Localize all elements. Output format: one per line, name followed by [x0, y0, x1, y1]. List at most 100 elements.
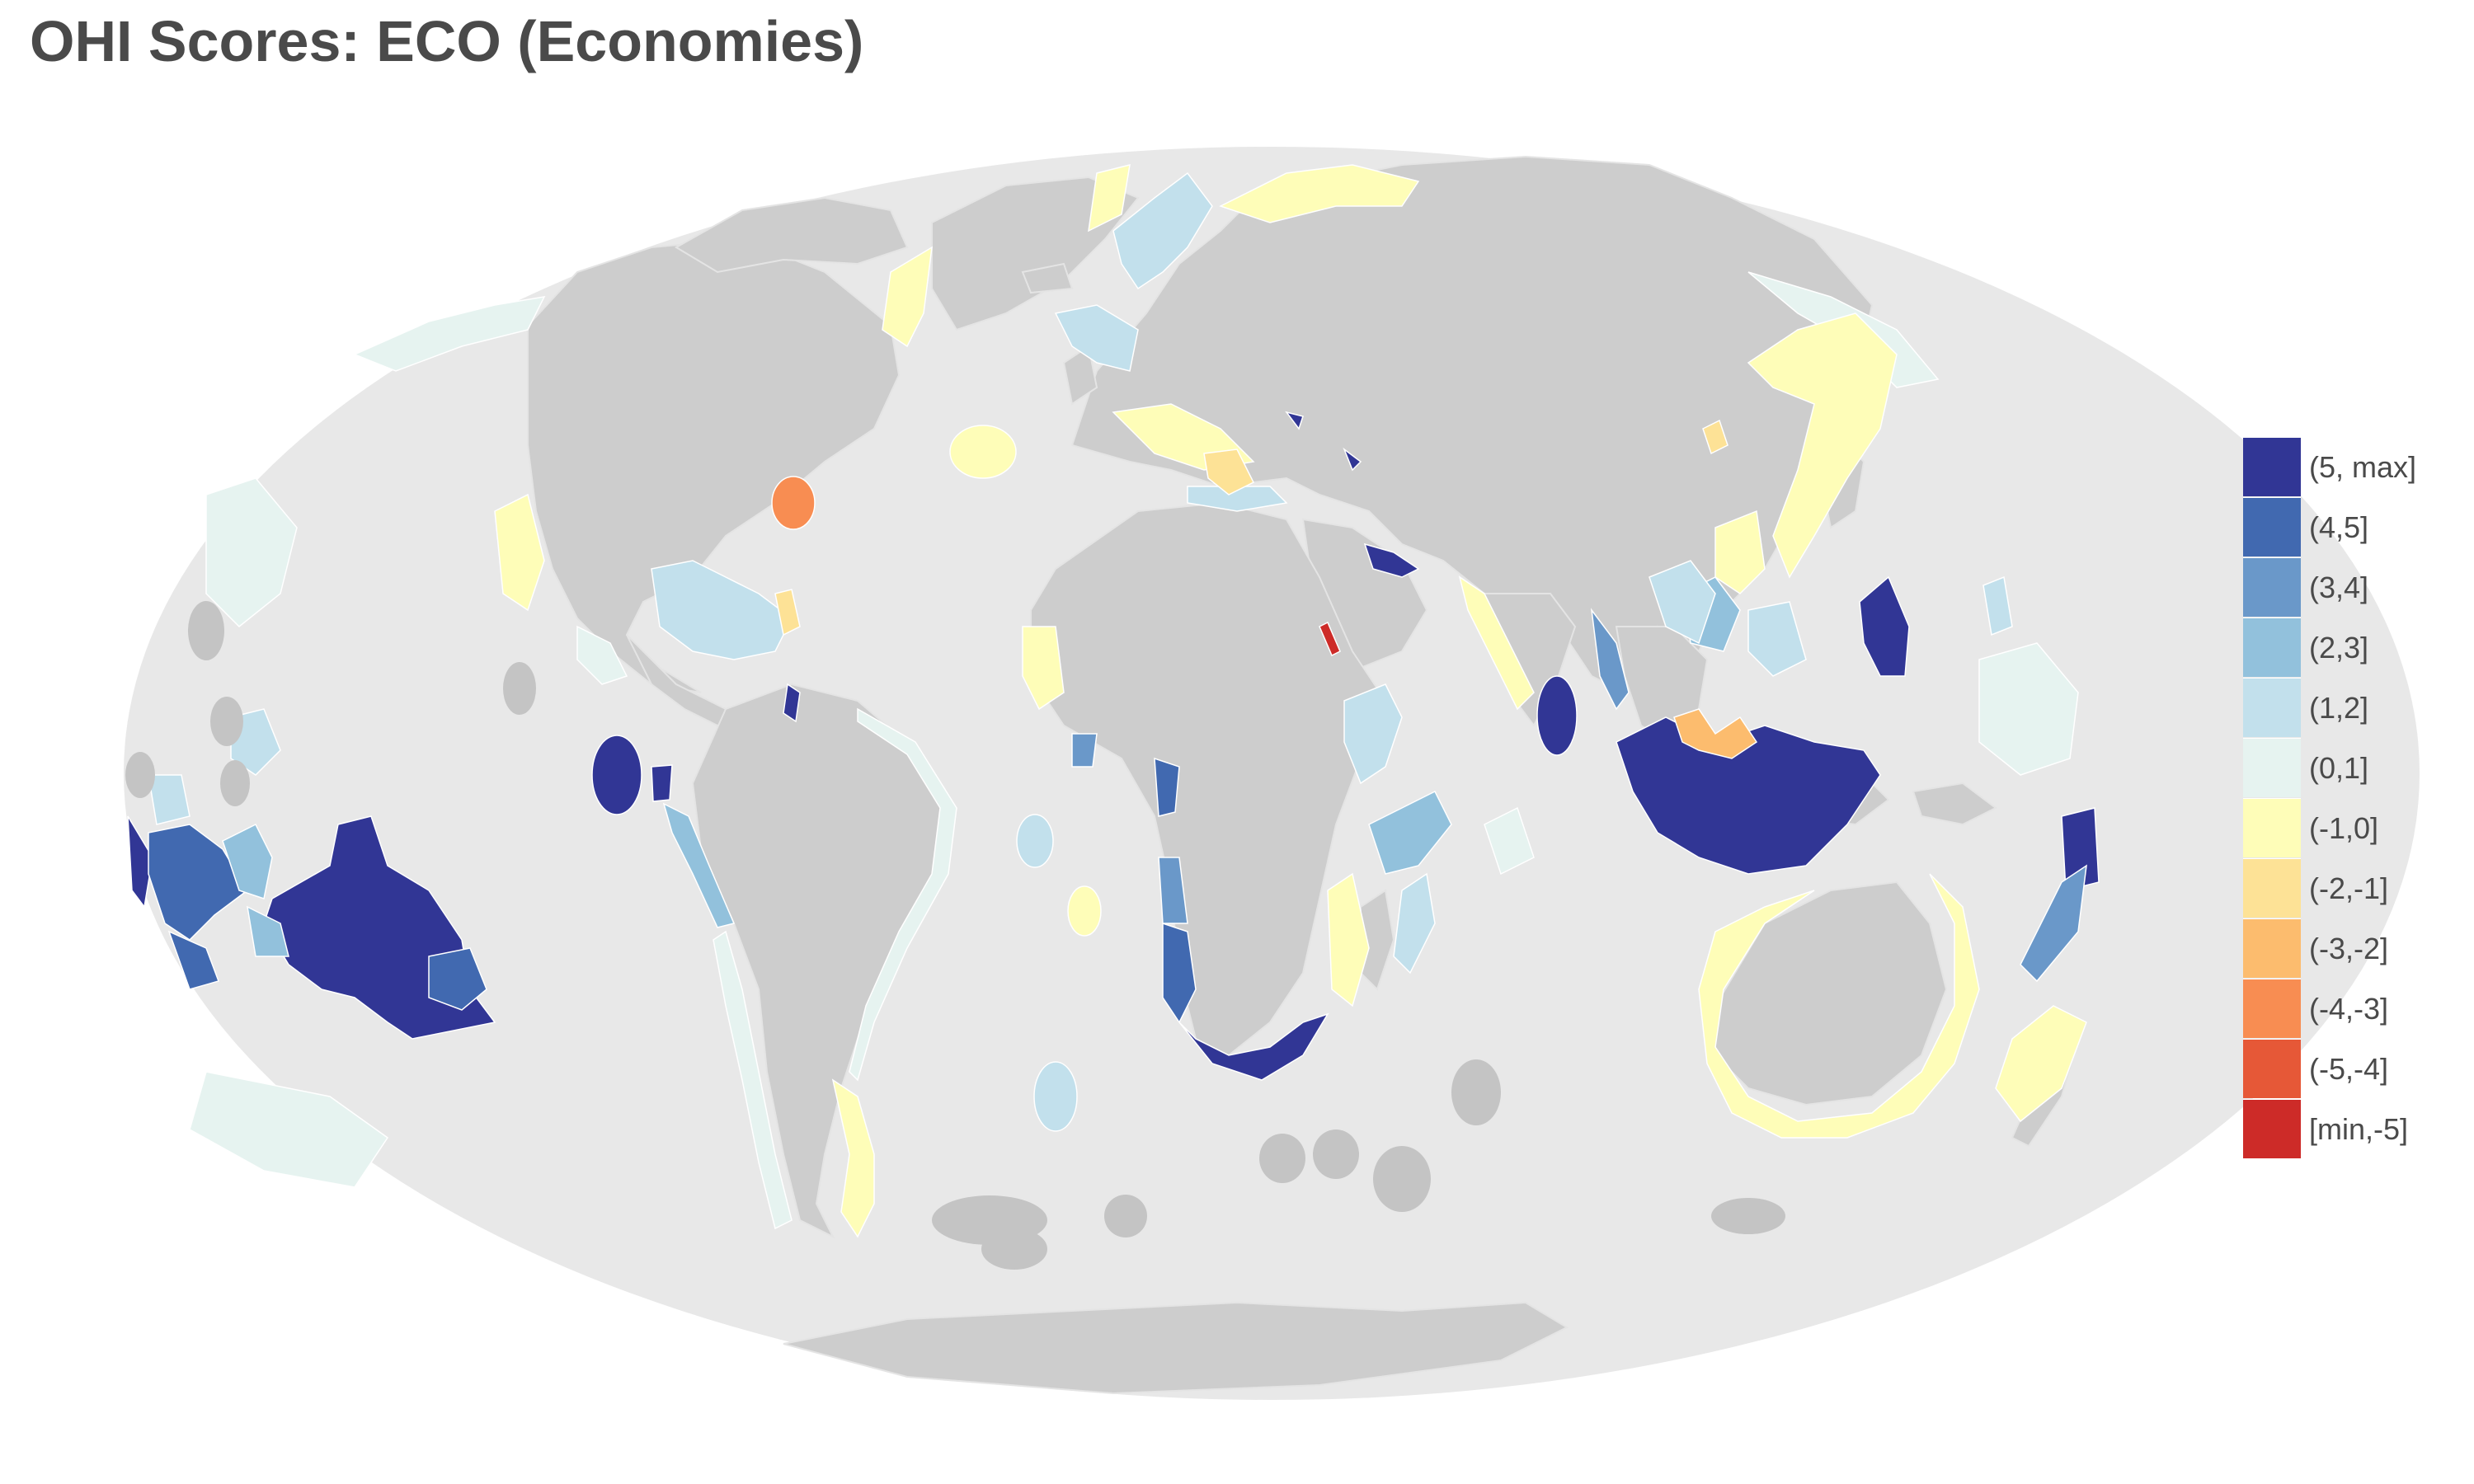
map-title: OHI Scores: ECO (Economies) [30, 9, 864, 73]
land-antarctica [783, 1301, 1569, 1395]
legend-label: (0,1] [2309, 751, 2369, 785]
eez-malaysia [1673, 708, 1758, 759]
legend-swatch [2243, 1039, 2301, 1098]
eez-gulf-guinea [1071, 733, 1098, 768]
eez-ecuador [651, 764, 673, 802]
eez-tristan [1033, 1061, 1078, 1132]
eez-east-africa [1343, 683, 1403, 785]
eez-french-polynesia-east [428, 947, 487, 1011]
eez-azores [949, 425, 1017, 479]
eez-group-1-2 [148, 171, 2013, 1132]
eez-mozambique-2 [1327, 872, 1370, 1007]
eez-group-minus2-minus1 [774, 419, 1729, 636]
eez-pacific-east [1978, 642, 2079, 776]
land-new-guinea [1912, 782, 1997, 826]
eez-russia-north [1219, 164, 1420, 223]
eez-caspian-2 [1343, 447, 1362, 472]
eez-pacific-west-chain [148, 824, 248, 941]
eez-south-pacific-2 [205, 477, 298, 628]
legend-swatch [2243, 557, 2301, 617]
eez-east-south-pacific [167, 930, 219, 990]
eez-caspian-1 [1285, 411, 1304, 430]
eez-pacific-edge-north [1982, 575, 2013, 636]
eez-south-china-sea [1649, 560, 1716, 645]
eez-vietnam [1590, 608, 1630, 711]
eez-us-east [494, 493, 545, 612]
eez-chile [713, 930, 793, 1230]
eez-group-minus1-0 [494, 163, 2087, 1238]
legend-label: (-3,-2] [2309, 932, 2389, 965]
eez-brazil [849, 707, 957, 1082]
eez-regions [127, 163, 2100, 1238]
eez-west-africa-2 [1022, 626, 1065, 711]
legend-swatch [2243, 1099, 2301, 1158]
eez-group-min-minus5 [1319, 621, 1341, 657]
eez-norway [1112, 171, 1213, 290]
eez-group-minus3-minus2 [1673, 708, 1758, 759]
eez-west-africa [1154, 757, 1180, 817]
nodata-pacific-3 [210, 697, 243, 746]
nodata-south-sandwich [981, 1228, 1047, 1270]
legend-swatch [2243, 497, 2301, 556]
legend-label: (-2,-1] [2309, 871, 2389, 905]
eez-peru [662, 802, 736, 928]
legend-swatch [2243, 678, 2301, 737]
eez-galapagos [591, 735, 642, 815]
eez-east-asia-coast [1747, 312, 1898, 579]
land-iceland [1021, 262, 1074, 294]
legend-label: (4,5] [2309, 510, 2369, 544]
eez-angola [1162, 922, 1197, 1024]
eez-group-4-5 [148, 757, 1197, 1024]
legend-label: (-4,-3] [2309, 992, 2389, 1026]
nodata-pacific-1 [188, 601, 224, 660]
eez-med [1187, 486, 1288, 512]
eez-greenland-south [882, 246, 933, 348]
eez-east-greenland [1088, 163, 1131, 232]
eez-east-pacific-edge [2061, 807, 2100, 891]
legend-swatch [2243, 979, 2301, 1038]
eez-pacific-west-2 [247, 905, 289, 957]
legend-swatch [2243, 858, 2301, 918]
eez-north-sea [1054, 304, 1139, 372]
nodata-south-indian-2 [1259, 1134, 1305, 1183]
eez-australia [1698, 873, 1980, 1139]
eez-venezuela [783, 683, 801, 723]
nodata-south-indian-3 [1313, 1129, 1359, 1179]
land-masses [527, 155, 2080, 1395]
eez-china-coast [1714, 510, 1766, 594]
nodata-macquarie [1711, 1198, 1785, 1234]
eez-bermuda [771, 476, 816, 530]
no-data-regions [125, 601, 1785, 1270]
eez-group-3-4 [1071, 608, 2087, 983]
eez-antarctic-sea [189, 1071, 389, 1188]
nodata-south-indian-1 [1451, 1059, 1501, 1125]
eez-gulf-persian [1363, 542, 1420, 578]
nodata-pacific-5 [125, 752, 155, 798]
eez-st-helena [1067, 885, 1102, 937]
eez-eritrea [1319, 621, 1341, 657]
eez-alaska [353, 296, 546, 372]
land-greenland [931, 176, 1140, 331]
legend-swatch [2243, 437, 2301, 496]
eez-korea [1702, 419, 1729, 455]
eez-indian-islands [1484, 806, 1535, 876]
legend-label: (5, max] [2309, 450, 2417, 484]
eez-pacific-south [222, 823, 273, 899]
eez-greece [1203, 448, 1255, 495]
legend-swatch [2243, 918, 2301, 978]
land-australia [1714, 881, 1948, 1106]
eez-india-coast [1458, 575, 1535, 711]
legend-label: (-5,-4] [2309, 1052, 2389, 1086]
eez-philippines [1859, 575, 1910, 677]
eez-madagascar [1393, 872, 1436, 974]
land-arctic-islands [675, 196, 909, 274]
eez-namibia [1158, 857, 1188, 924]
legend-swatch [2243, 738, 2301, 797]
eez-mexico-west [576, 625, 628, 685]
nodata-bouvet [1104, 1195, 1147, 1237]
eez-south-pacific-1 [148, 774, 190, 825]
eez-hawaii [230, 708, 281, 776]
eez-group-minus4-minus3 [771, 476, 816, 530]
eez-nz [1995, 1005, 2087, 1123]
